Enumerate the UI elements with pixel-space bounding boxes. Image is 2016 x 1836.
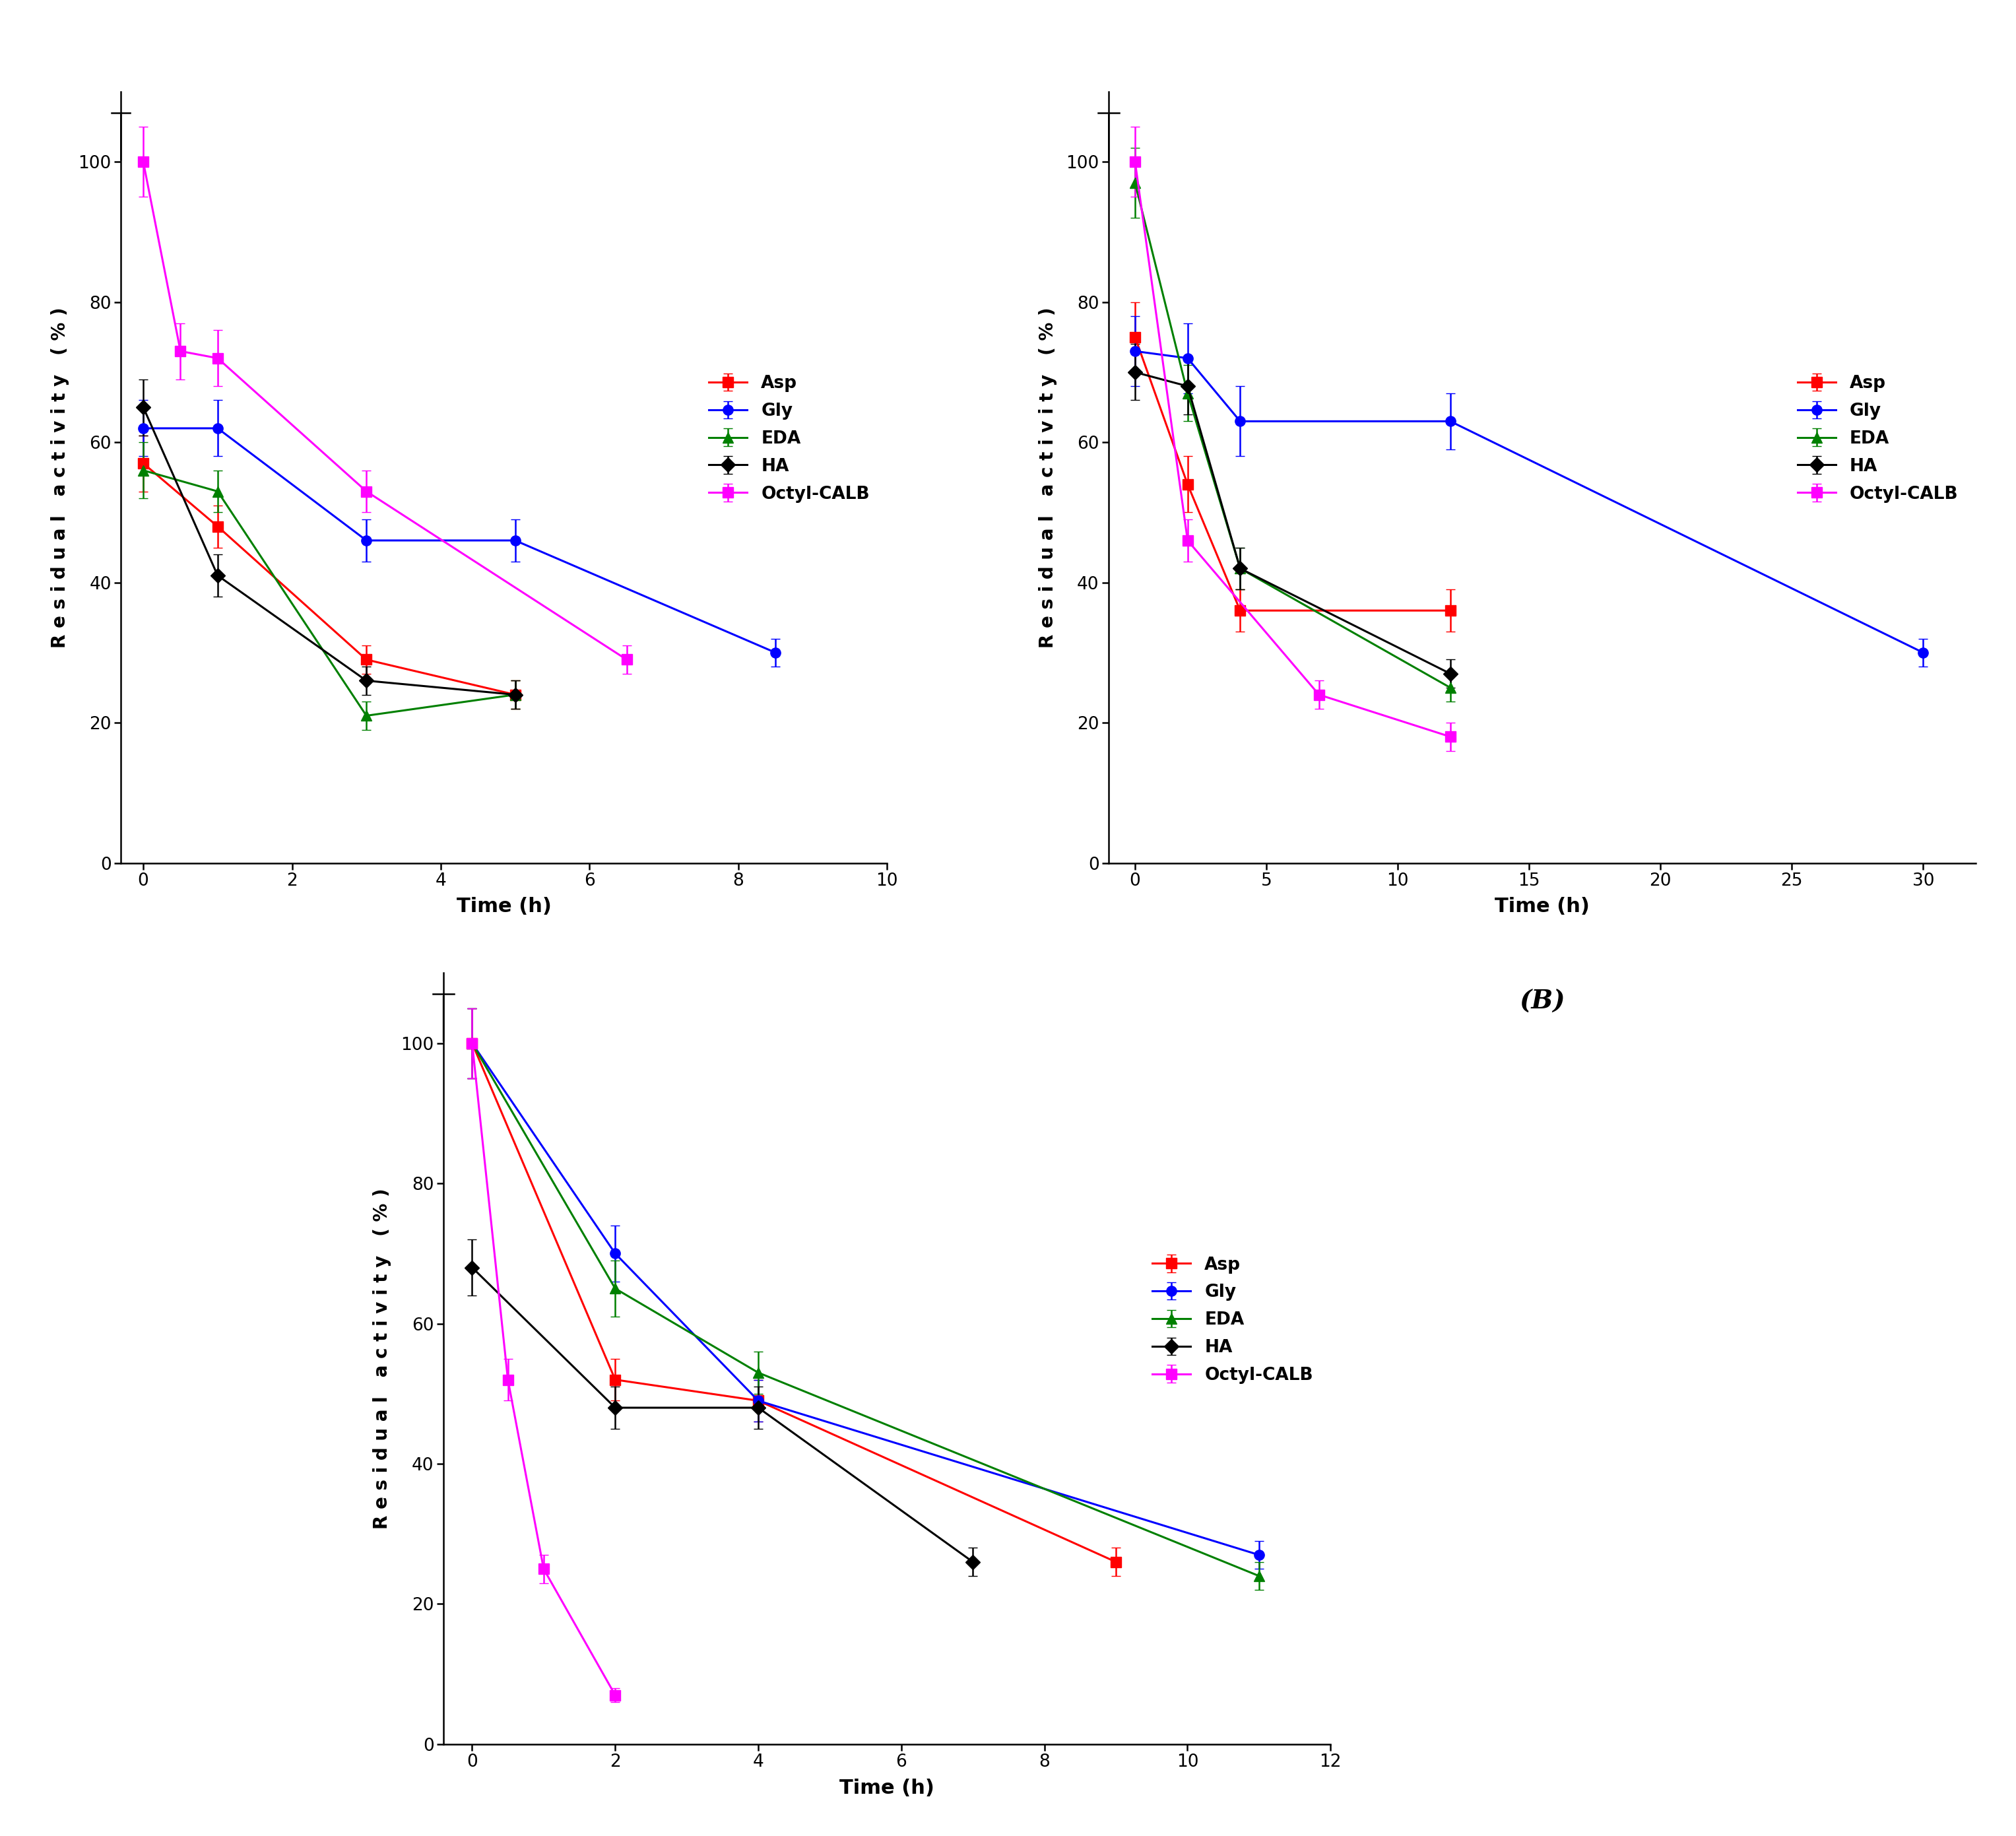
Y-axis label: R e s i d u a l   a c t i v i t y   ( % ): R e s i d u a l a c t i v i t y ( % ) <box>50 307 69 648</box>
X-axis label: Time (h): Time (h) <box>456 898 552 916</box>
Legend: Asp, Gly, EDA, HA, Octyl-CALB: Asp, Gly, EDA, HA, Octyl-CALB <box>1788 367 1968 510</box>
Y-axis label: R e s i d u a l   a c t i v i t y   ( % ): R e s i d u a l a c t i v i t y ( % ) <box>373 1188 391 1529</box>
Text: (A): (A) <box>482 990 526 1013</box>
X-axis label: Time (h): Time (h) <box>1494 898 1591 916</box>
Y-axis label: R e s i d u a l   a c t i v i t y   ( % ): R e s i d u a l a c t i v i t y ( % ) <box>1038 307 1056 648</box>
Legend: Asp, Gly, EDA, HA, Octyl-CALB: Asp, Gly, EDA, HA, Octyl-CALB <box>1143 1248 1322 1392</box>
Text: (B): (B) <box>1520 990 1564 1013</box>
X-axis label: Time (h): Time (h) <box>839 1779 935 1797</box>
Legend: Asp, Gly, EDA, HA, Octyl-CALB: Asp, Gly, EDA, HA, Octyl-CALB <box>700 367 879 510</box>
